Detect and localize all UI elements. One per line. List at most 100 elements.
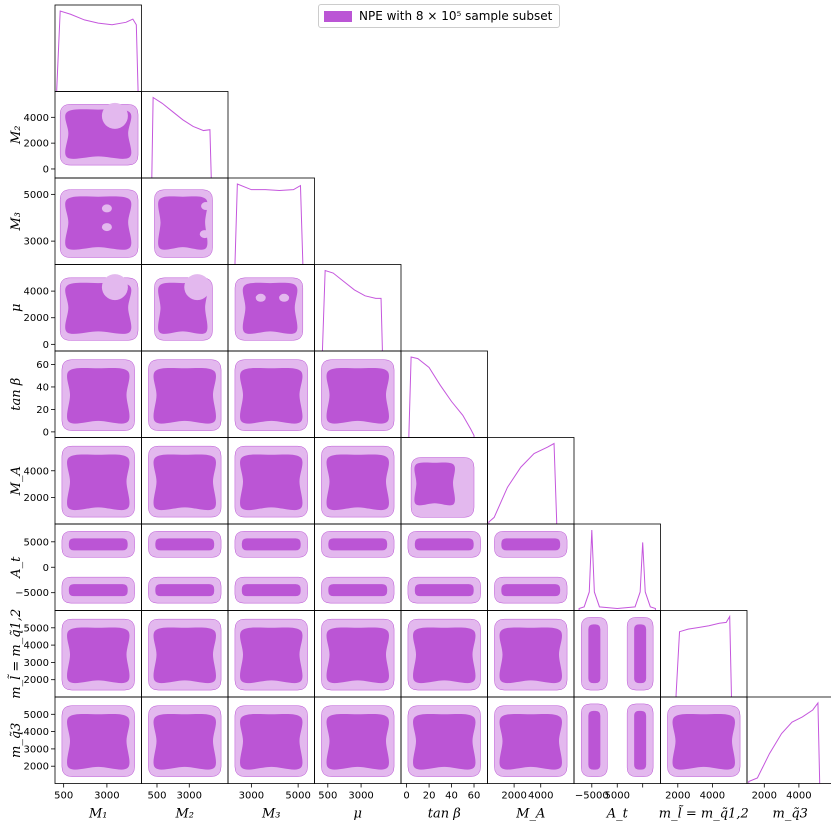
contour-inner-mu-msq3 — [326, 713, 389, 770]
panel-M3-tanb — [227, 350, 315, 438]
panel-M3-mu — [227, 264, 315, 352]
xtick-label-M1-0: 500 — [54, 791, 73, 802]
contour-inner-mu-tanb — [326, 367, 389, 424]
panel-msq12-msq12 — [660, 610, 748, 698]
xtick-label-M1-1: 3000 — [94, 791, 119, 802]
contour-inner-M3-msq12 — [240, 627, 303, 684]
ytick-label-msq3-2: 4000 — [24, 727, 49, 738]
panel-mu-msq3 — [314, 696, 402, 784]
ytick-label-tanb-2: 40 — [36, 382, 49, 393]
contour-inner-M1-tanb — [67, 367, 130, 424]
contour-inner-tanb-msq3 — [413, 713, 476, 770]
panel-mu-mu — [314, 264, 402, 352]
xlabel-At: A_t — [606, 807, 629, 822]
ytick-label-tanb-0: 0 — [43, 427, 49, 438]
panel-MA-msq3 — [487, 696, 575, 784]
contour-inner-At-msq12-0 — [588, 624, 601, 684]
contour-hole-M2-M3-0 — [201, 202, 212, 211]
contour-inner-MA-At-1 — [501, 538, 561, 551]
xlabel-MA: M_A — [515, 807, 545, 822]
ytick-label-MA-1: 4000 — [24, 466, 49, 477]
contour-hole-M1-M3-0 — [101, 204, 112, 213]
contour-inner-M1-msq3 — [67, 713, 130, 770]
ytick-label-MA-0: 2000 — [24, 493, 49, 504]
contour-inner-mu-At-0 — [328, 584, 388, 597]
ytick-label-mu-1: 2000 — [24, 313, 49, 324]
legend: NPE with 8 × 10⁵ sample subset — [318, 4, 560, 28]
contour-inner-mu-MA — [326, 454, 389, 511]
xlabel-mu: μ — [354, 807, 362, 822]
marginal-line-MA — [488, 442, 558, 524]
contour-notch-M2-mu — [184, 274, 211, 301]
panel-M2-MA — [141, 437, 229, 525]
ylabel-M3: M₃ — [9, 212, 24, 232]
xtick-label-M3-1: 5000 — [285, 791, 310, 802]
contour-hole-M2-M3-1 — [199, 230, 210, 239]
contour-inner-MA-msq12 — [499, 627, 562, 684]
contour-inner-M2-At-0 — [155, 584, 215, 597]
contour-inner-M3-At-0 — [241, 584, 301, 597]
contour-inner-At-msq3-0 — [588, 710, 601, 770]
xtick-label-M2-0: 500 — [147, 791, 166, 802]
ytick-label-At-1: 0 — [43, 563, 49, 574]
contour-inner-tanb-At-1 — [414, 538, 474, 551]
marginal-line-At — [578, 529, 656, 611]
ytick-label-msq12-0: 2000 — [24, 675, 49, 686]
xtick-label-msq12-0: 2000 — [665, 791, 690, 802]
ytick-label-msq3-0: 2000 — [24, 762, 49, 773]
panel-M1-M1 — [54, 4, 142, 92]
panel-MA-MA — [487, 437, 575, 525]
contour-inner-M2-At-1 — [155, 538, 215, 551]
ylabel-msq3: m_q̃3 — [9, 723, 24, 758]
contour-inner-mu-msq12 — [326, 627, 389, 684]
ytick-label-M2-0: 0 — [43, 164, 49, 175]
ytick-label-M2-2: 4000 — [24, 113, 49, 124]
xtick-label-MA-1: 4000 — [528, 791, 553, 802]
panel-M3-msq3 — [227, 696, 315, 784]
panel-tanb-tanb — [400, 350, 488, 438]
xlabel-tanb: tan β — [428, 807, 461, 822]
panel-At-msq12 — [573, 610, 661, 698]
panel-tanb-At — [400, 523, 488, 611]
panel-M1-M2 — [54, 91, 142, 179]
panel-MA-At — [487, 523, 575, 611]
contour-inner-mu-At-1 — [328, 538, 388, 551]
xlabel-msq12: m_l̃ = m_q̃1,2 — [659, 805, 749, 822]
contour-inner-M1-msq12 — [67, 627, 130, 684]
contour-inner-M2-msq12 — [153, 627, 216, 684]
contour-notch-M1-mu — [101, 274, 128, 301]
ylabel-At: A_t — [9, 556, 24, 579]
contour-inner-M3-tanb — [240, 367, 303, 424]
xtick-label-msq3-1: 4000 — [786, 791, 811, 802]
marginal-line-msq3 — [748, 701, 821, 784]
ylabel-mu: μ — [9, 304, 24, 312]
ytick-label-At-0: −5000 — [15, 588, 49, 599]
contour-inner-M2-tanb — [153, 367, 216, 424]
marginal-line-M2 — [151, 96, 212, 178]
ytick-label-At-2: 5000 — [24, 537, 49, 548]
xtick-label-M2-1: 3000 — [177, 791, 202, 802]
panel-mu-msq12 — [314, 610, 402, 698]
panel-frame-mu-mu — [314, 264, 402, 352]
panel-M2-mu — [141, 264, 229, 352]
xlabel-M2: M₂ — [174, 807, 194, 822]
contour-inner-tanb-msq12 — [413, 627, 476, 684]
contour-inner-M3-mu — [242, 282, 298, 334]
legend-label: NPE with 8 × 10⁵ sample subset — [359, 9, 553, 23]
ytick-label-msq12-1: 3000 — [24, 658, 49, 669]
contour-hole-M3-mu-1 — [279, 293, 290, 302]
marginal-line-mu — [321, 269, 383, 351]
contour-inner-M3-msq3 — [240, 713, 303, 770]
panel-frame-msq12-msq12 — [660, 610, 748, 698]
contour-inner-M1-At-0 — [68, 584, 128, 597]
xtick-label-msq3-0: 2000 — [752, 791, 777, 802]
panel-M3-MA — [227, 437, 315, 525]
panel-mu-At — [314, 523, 402, 611]
panel-frame-M1-M1 — [54, 4, 142, 92]
xtick-label-tanb-0: 0 — [403, 791, 409, 802]
ytick-label-mu-0: 0 — [43, 340, 49, 351]
ylabel-MA: M_A — [9, 466, 24, 496]
panel-frame-tanb-tanb — [400, 350, 488, 438]
panel-At-msq3 — [573, 696, 661, 784]
